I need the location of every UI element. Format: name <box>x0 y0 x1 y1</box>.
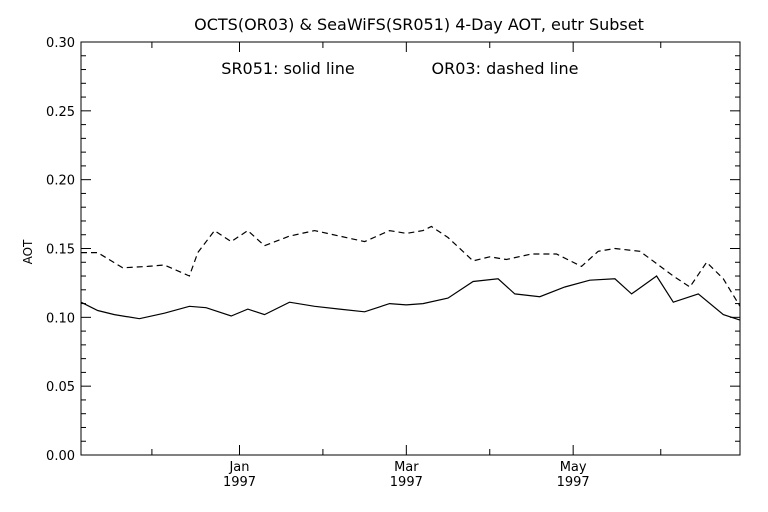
x-tick-month-label: May <box>560 460 587 475</box>
x-tick-year-label: 1997 <box>390 475 423 490</box>
y-axis-ticks: 0.00 0.05 0.10 0.15 0.20 0.25 0.30 <box>46 36 740 464</box>
y-tick-label: 0.30 <box>46 36 75 51</box>
y-tick-label: 0.20 <box>46 174 75 189</box>
y-tick-label: 0.00 <box>46 449 75 464</box>
annotation-solid-line: SR051: solid line <box>221 59 354 78</box>
y-tick-label: 0.25 <box>46 105 75 120</box>
series-line-sr051 <box>80 275 741 321</box>
x-tick-month-label: Jan <box>228 460 249 475</box>
plot-frame <box>80 41 741 456</box>
series-line-or03 <box>81 225 741 307</box>
x-tick-year-label: 1997 <box>557 475 590 490</box>
y-tick-label: 0.10 <box>46 311 75 326</box>
chart-title: OCTS(OR03) & SeaWiFS(SR051) 4-Day AOT, e… <box>194 15 644 34</box>
x-tick-year-label: 1997 <box>223 475 256 490</box>
x-tick-month-label: Mar <box>394 460 419 475</box>
annotation-dashed-line: OR03: dashed line <box>432 59 579 78</box>
y-tick-label: 0.05 <box>46 380 75 395</box>
series-group <box>80 225 741 321</box>
y-tick-label: 0.15 <box>46 243 75 258</box>
y-axis-label: AOT <box>21 239 35 264</box>
